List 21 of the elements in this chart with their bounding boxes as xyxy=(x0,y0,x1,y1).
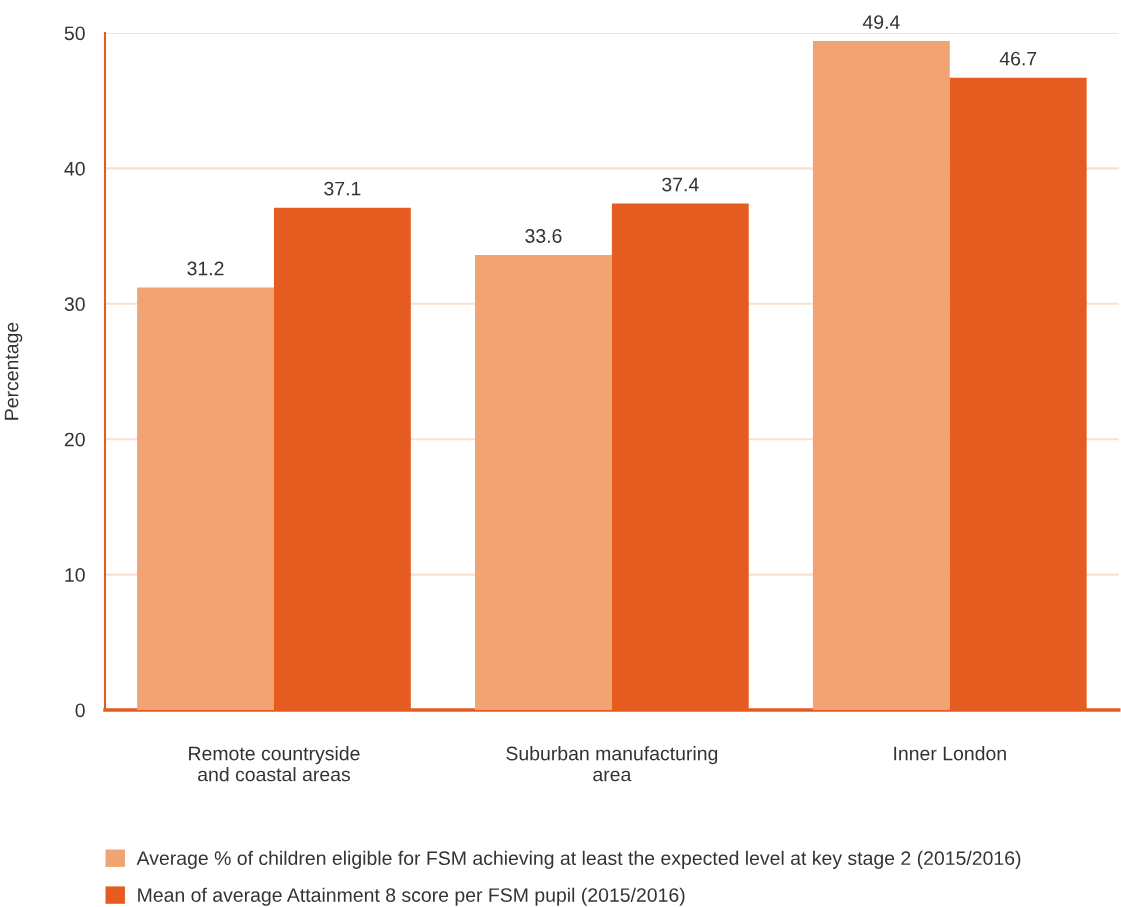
data-label: 49.4 xyxy=(862,15,900,29)
x-tick-label: Suburban manufacturing area xyxy=(506,746,718,782)
data-label: 37.1 xyxy=(324,181,361,196)
bar xyxy=(812,41,950,710)
x-tick-label: Inner London xyxy=(894,746,1006,761)
y-tick-label: 20 xyxy=(64,432,85,447)
y-tick-label: 30 xyxy=(64,297,85,312)
legend-label: Mean of average Attainment 8 score per FSM pupil (2015/2016) xyxy=(138,887,685,906)
y-axis-title: Percentage xyxy=(4,322,23,420)
x-tick-label: Remote countryside and coastal areas xyxy=(189,746,360,782)
data-label: 31.2 xyxy=(187,261,224,276)
legend-label: Average % of children eligible for FSM achieving at least the expected level at key stage 2 (2015/2016) xyxy=(136,850,1021,869)
bar xyxy=(137,287,274,710)
y-tick-label: 40 xyxy=(64,161,85,176)
data-label: 46.7 xyxy=(999,51,1037,66)
data-label: 33.6 xyxy=(525,229,562,243)
data-label: 37.4 xyxy=(662,177,699,192)
y-tick-label: 50 xyxy=(64,26,85,41)
y-tick-label: 10 xyxy=(65,568,85,582)
bar xyxy=(475,255,612,710)
y-tick-label: 0 xyxy=(75,703,85,718)
